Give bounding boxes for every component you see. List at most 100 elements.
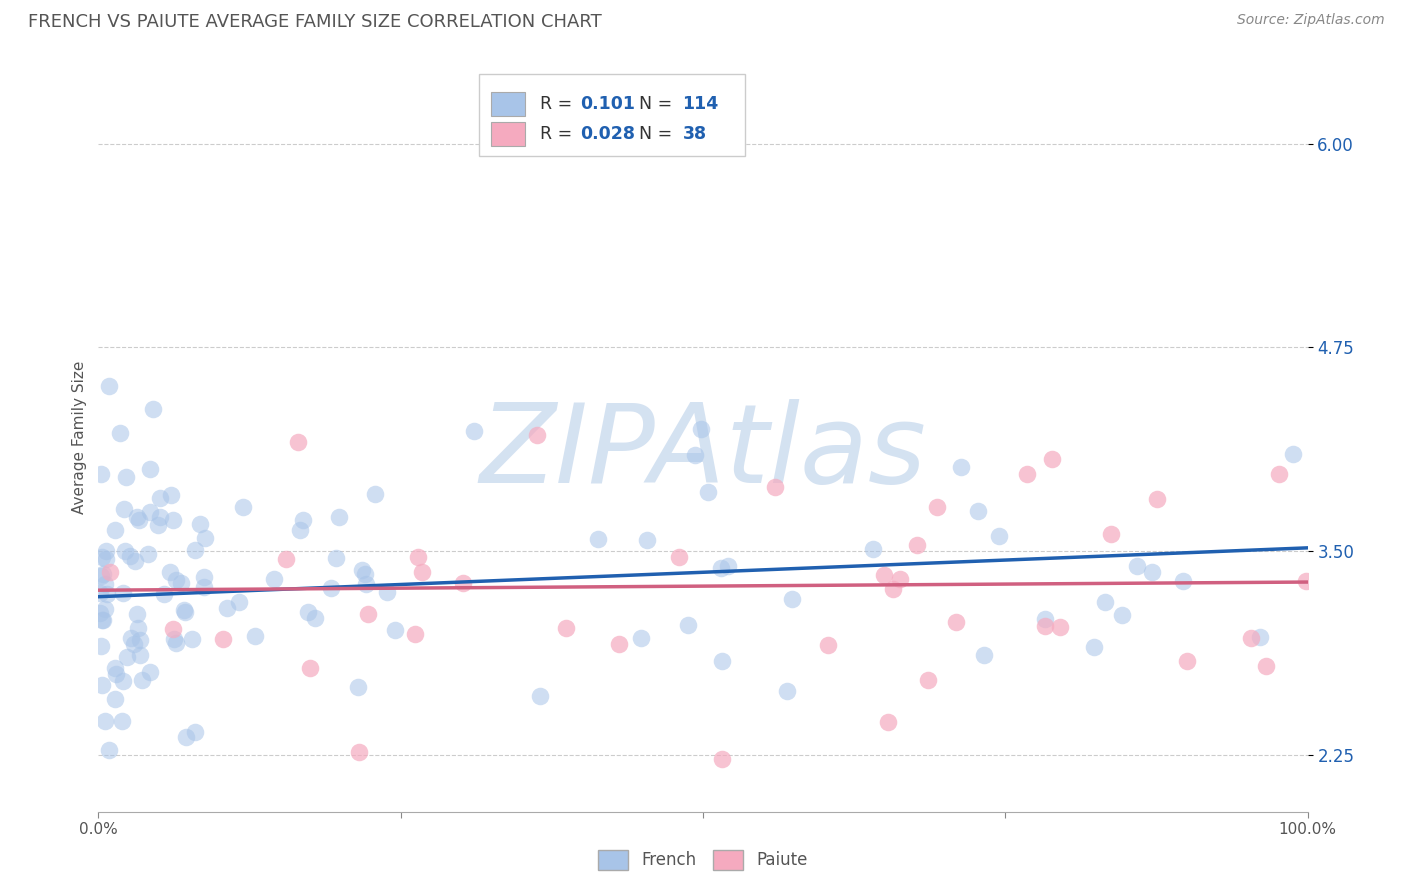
Text: N =: N = [628,95,678,112]
Point [463,424,485,438]
Point [90,678,112,692]
Point [347,680,370,694]
Point [375,584,398,599]
Point [453,576,475,591]
Point [97,379,120,393]
Legend: French, Paiute: French, Paiute [589,841,817,879]
Point [328,510,350,524]
Point [529,690,551,704]
Point [288,523,311,537]
Point [114,544,136,558]
Point [104,666,127,681]
Point [159,566,181,580]
Point [188,517,211,532]
Point [949,459,972,474]
Point [104,660,127,674]
Text: R =: R = [540,125,578,143]
Point [173,605,195,619]
Point [112,502,135,516]
Point [108,426,131,441]
Point [325,551,347,566]
Point [120,549,142,564]
Point [297,605,319,619]
Point [193,570,215,584]
Text: ZIPAtlas: ZIPAtlas [479,399,927,506]
Point [162,513,184,527]
Point [526,427,548,442]
FancyBboxPatch shape [492,121,526,145]
Point [1249,631,1271,645]
Point [925,500,948,514]
Point [1146,491,1168,506]
Text: Source: ZipAtlas.com: Source: ZipAtlas.com [1237,13,1385,28]
Point [243,629,266,643]
Point [90,613,112,627]
Point [1173,574,1195,589]
Point [404,627,426,641]
Point [1040,451,1063,466]
Point [98,743,121,757]
Point [1175,654,1198,668]
Y-axis label: Average Family Size: Average Family Size [72,360,87,514]
Point [1282,447,1305,461]
Text: 0.101: 0.101 [579,95,634,112]
Point [93,602,115,616]
Point [973,648,995,662]
Point [357,607,380,621]
Point [90,568,112,582]
Point [90,550,112,565]
Point [184,724,207,739]
Point [89,586,111,600]
Point [1035,619,1057,633]
Point [1256,659,1278,673]
Point [817,638,839,652]
Point [149,491,172,505]
Point [146,518,169,533]
Point [173,603,195,617]
Text: R =: R = [540,95,578,112]
Text: FRENCH VS PAIUTE AVERAGE FAMILY SIZE CORRELATION CHART: FRENCH VS PAIUTE AVERAGE FAMILY SIZE COR… [28,13,602,31]
Point [112,586,135,600]
Point [111,673,134,688]
Point [776,683,799,698]
Point [717,558,740,573]
Point [780,591,803,606]
Point [882,582,904,596]
Point [683,448,706,462]
Point [353,567,375,582]
Point [291,513,314,527]
Point [232,500,254,514]
Point [184,543,207,558]
Point [215,601,238,615]
Point [127,621,149,635]
Point [96,587,118,601]
Point [349,745,371,759]
Point [228,595,250,609]
Point [165,573,187,587]
Point [94,714,117,728]
Point [111,714,134,729]
Point [104,523,127,537]
Point [1083,640,1105,654]
Point [122,637,145,651]
Point [554,621,576,635]
Point [287,435,309,450]
Point [1094,595,1116,609]
Point [276,551,298,566]
Point [131,673,153,688]
Point [636,533,658,548]
Point [364,487,387,501]
Point [945,615,967,629]
Point [1049,619,1071,633]
Point [127,607,149,621]
Point [710,654,733,668]
Point [181,632,204,647]
Point [967,504,990,518]
Point [877,715,900,730]
Point [697,484,720,499]
Point [142,402,165,417]
Point [115,470,138,484]
Point [94,576,117,591]
Point [162,623,184,637]
Point [170,575,193,590]
